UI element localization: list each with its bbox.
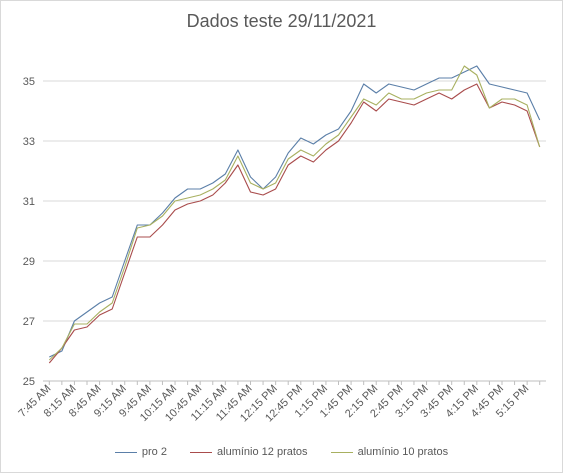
series-line-0 <box>49 65 541 358</box>
legend-label-aluminio-12-pratos: alumínio 12 pratos <box>217 446 308 459</box>
y-tick-label: 35 <box>23 76 35 88</box>
chart-title: Dados teste 29/11/2021 <box>186 11 377 31</box>
legend-label-aluminio-10-pratos: alumínio 10 pratos <box>357 446 449 459</box>
legend-label-pro-2: pro 2 <box>141 446 167 459</box>
y-tick-label: 29 <box>23 256 35 268</box>
series-line-1 <box>48 83 541 364</box>
x-axis-tick-labels: 7:45 AM8:15 AM8:45 AM9:15 AM9:45 AM10:15… <box>16 383 531 425</box>
series-lines <box>48 65 541 364</box>
legend-swatch-pro-2 <box>114 451 137 453</box>
gridlines <box>43 80 546 385</box>
series-line-2 <box>48 65 541 361</box>
legend-item-pro-2: pro 2 <box>114 446 167 459</box>
legend-item-aluminio-10-pratos: alumínio 10 pratos <box>330 446 449 459</box>
legend-swatch-aluminio-12-pratos <box>190 451 213 453</box>
y-axis-tick-labels: 25 27 29 31 33 35 <box>23 76 35 388</box>
y-tick-label: 25 <box>23 376 35 388</box>
legend-swatch-aluminio-10-pratos <box>330 451 353 453</box>
y-tick-label: 33 <box>23 136 35 148</box>
legend-item-aluminio-12-pratos: alumínio 12 pratos <box>190 446 308 458</box>
legend: pro 2 alumínio 12 pratos alumínio 10 pra… <box>1 446 562 458</box>
y-tick-label: 27 <box>23 316 35 328</box>
y-tick-label: 31 <box>23 196 35 208</box>
